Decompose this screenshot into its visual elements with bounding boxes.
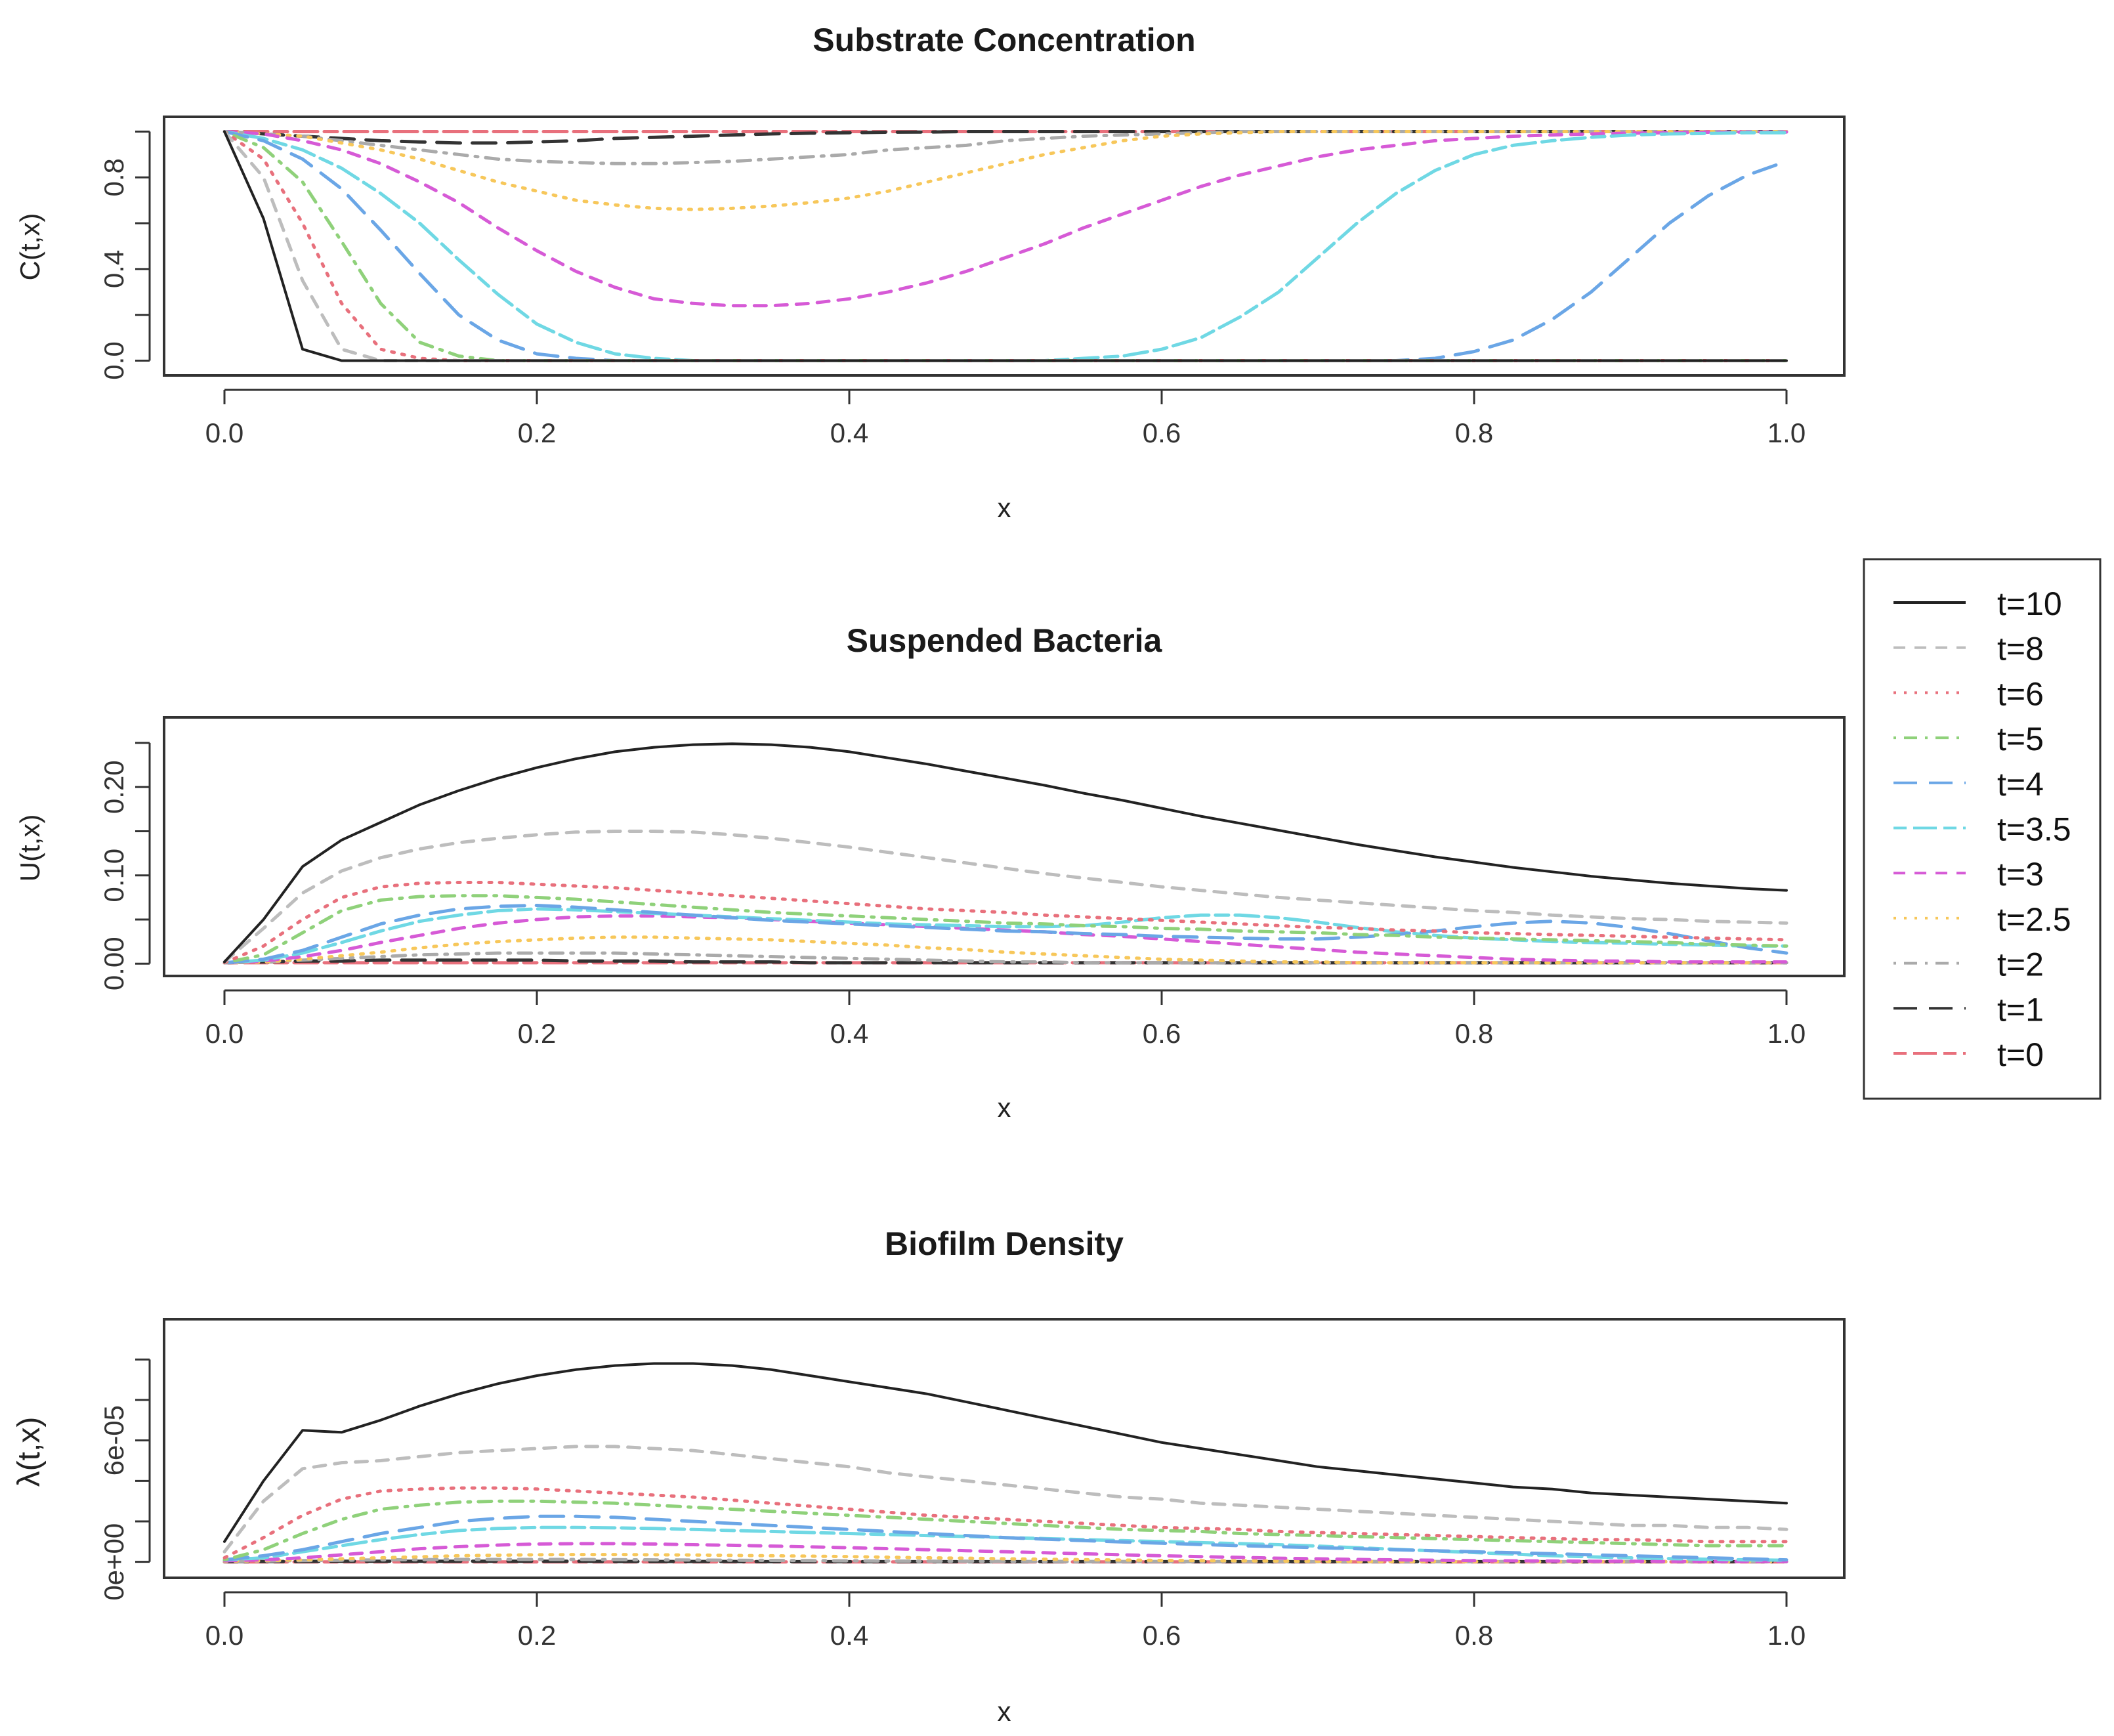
series-line-t-5 [222, 1499, 1788, 1562]
series-line-t-4 [222, 130, 1788, 362]
y-tick-label: 0e+00 [98, 1523, 129, 1601]
legend-label: t=2 [1997, 946, 2044, 983]
chart-title: Suspended Bacteria [847, 622, 1163, 659]
series-line-t-10 [223, 130, 1788, 362]
y-tick-label: 6e-05 [98, 1405, 129, 1475]
x-tick-label: 0.8 [1455, 1620, 1493, 1651]
series-line-t-4 [222, 1514, 1788, 1562]
series-line-t-1 [222, 958, 1788, 965]
series-line-t-8 [222, 830, 1788, 964]
plot-frame [163, 716, 1846, 977]
legend-label: t=3 [1997, 856, 2044, 893]
series-line-t-3_5 [222, 130, 1788, 362]
x-tick-label: 0.4 [830, 1620, 868, 1651]
x-tick-label: 1.0 [1767, 1018, 1806, 1049]
legend-label: t=10 [1997, 585, 2062, 622]
plot-curves [222, 130, 1788, 362]
y-axis-label: λ(t,x) [12, 1417, 47, 1487]
plot-curves [222, 1362, 1788, 1564]
plot-curves [222, 742, 1788, 965]
x-tick-label: 0.6 [1143, 1620, 1181, 1651]
y-tick-label: 0.10 [98, 849, 129, 902]
series-line-t-6 [222, 1486, 1788, 1559]
x-tick-label: 0.0 [205, 417, 243, 448]
series-line-t-5 [222, 130, 1788, 362]
y-tick-label: 0.0 [98, 341, 129, 379]
axes: 0.0 0.2 0.4 0.6 0.8 1.0 0e+00 6e-05 [98, 1318, 1846, 1651]
series-line-t-3_5 [222, 907, 1788, 965]
series-line-t-8 [222, 1445, 1788, 1554]
legend-label: t=8 [1997, 631, 2044, 667]
axes: 0.0 0.2 0.4 0.6 0.8 1.0 0.0 0.4 0.8 [98, 116, 1846, 448]
series-line-t-4 [222, 904, 1788, 965]
x-tick-label: 0.6 [1143, 417, 1181, 448]
x-tick-label: 0.2 [518, 1620, 556, 1651]
legend: t=10 t=8 t=6 t=5 t=4 t=3.5 t=3 t=2.5 t=2 t=1 t=0 [1863, 558, 2102, 1100]
series-line-t-1 [222, 130, 1788, 145]
series-line-t-10 [223, 1362, 1788, 1543]
x-tick-label: 1.0 [1767, 417, 1806, 448]
x-tick-label: 0.0 [205, 1018, 243, 1049]
x-tick-label: 0.4 [830, 1018, 868, 1049]
series-line-t-3 [222, 1542, 1788, 1563]
series-line-t-2_5 [222, 935, 1788, 965]
x-tick-label: 0.8 [1455, 417, 1493, 448]
series-line-t-5 [222, 894, 1788, 965]
panel-substrate-concentration: Substrate Concentration C(t,x) x 0.0 0.2 0… [14, 22, 1846, 523]
x-axis-label: x [998, 1092, 1011, 1123]
legend-label: t=3.5 [1997, 811, 2071, 848]
legend-label: t=4 [1997, 766, 2044, 803]
plot-frame [163, 1318, 1846, 1579]
series-line-t-8 [222, 130, 1788, 362]
series-line-t-2_5 [222, 130, 1788, 211]
x-tick-label: 0.4 [830, 417, 868, 448]
x-tick-label: 0.2 [518, 417, 556, 448]
series-line-t-3 [222, 130, 1788, 308]
x-tick-label: 0.6 [1143, 1018, 1181, 1049]
y-tick-label: 0.20 [98, 760, 129, 814]
y-tick-label: 0.00 [98, 937, 129, 990]
x-tick-label: 1.0 [1767, 1620, 1806, 1651]
chart-title: Biofilm Density [885, 1225, 1124, 1262]
x-axis-label: x [998, 492, 1011, 523]
x-axis-label: x [998, 1696, 1011, 1727]
x-tick-label: 0.2 [518, 1018, 556, 1049]
panel-suspended-bacteria: Suspended Bacteria U(t,x) x 0.0 0.2 0.4 0.6… [14, 622, 1846, 1123]
axes: 0.0 0.2 0.4 0.6 0.8 1.0 0.00 0.10 0.20 [98, 716, 1846, 1049]
series-line-t-10 [223, 742, 1788, 963]
y-tick-label: 0.8 [98, 158, 129, 196]
y-axis-label: U(t,x) [14, 815, 45, 882]
legend-label: t=1 [1997, 991, 2044, 1028]
legend-label: t=0 [1997, 1036, 2044, 1073]
x-tick-label: 0.0 [205, 1620, 243, 1651]
plot-frame [163, 116, 1846, 377]
legend-label: t=6 [1997, 675, 2044, 712]
chart-title: Substrate Concentration [813, 22, 1195, 58]
legend-label: t=5 [1997, 721, 2044, 757]
legend-items: t=10 t=8 t=6 t=5 t=4 t=3.5 t=3 t=2.5 t=2 t=1 t=0 [1893, 585, 2071, 1073]
series-line-t-6 [222, 130, 1788, 362]
y-axis-label: C(t,x) [14, 213, 45, 281]
panel-biofilm-density: Biofilm Density λ(t,x) x 0.0 0.2 0.4 0.6 0.8… [12, 1225, 1846, 1727]
x-tick-label: 0.8 [1455, 1018, 1493, 1049]
series-line-t-6 [222, 881, 1788, 965]
legend-label: t=2.5 [1997, 901, 2071, 938]
y-tick-label: 0.4 [98, 250, 129, 288]
